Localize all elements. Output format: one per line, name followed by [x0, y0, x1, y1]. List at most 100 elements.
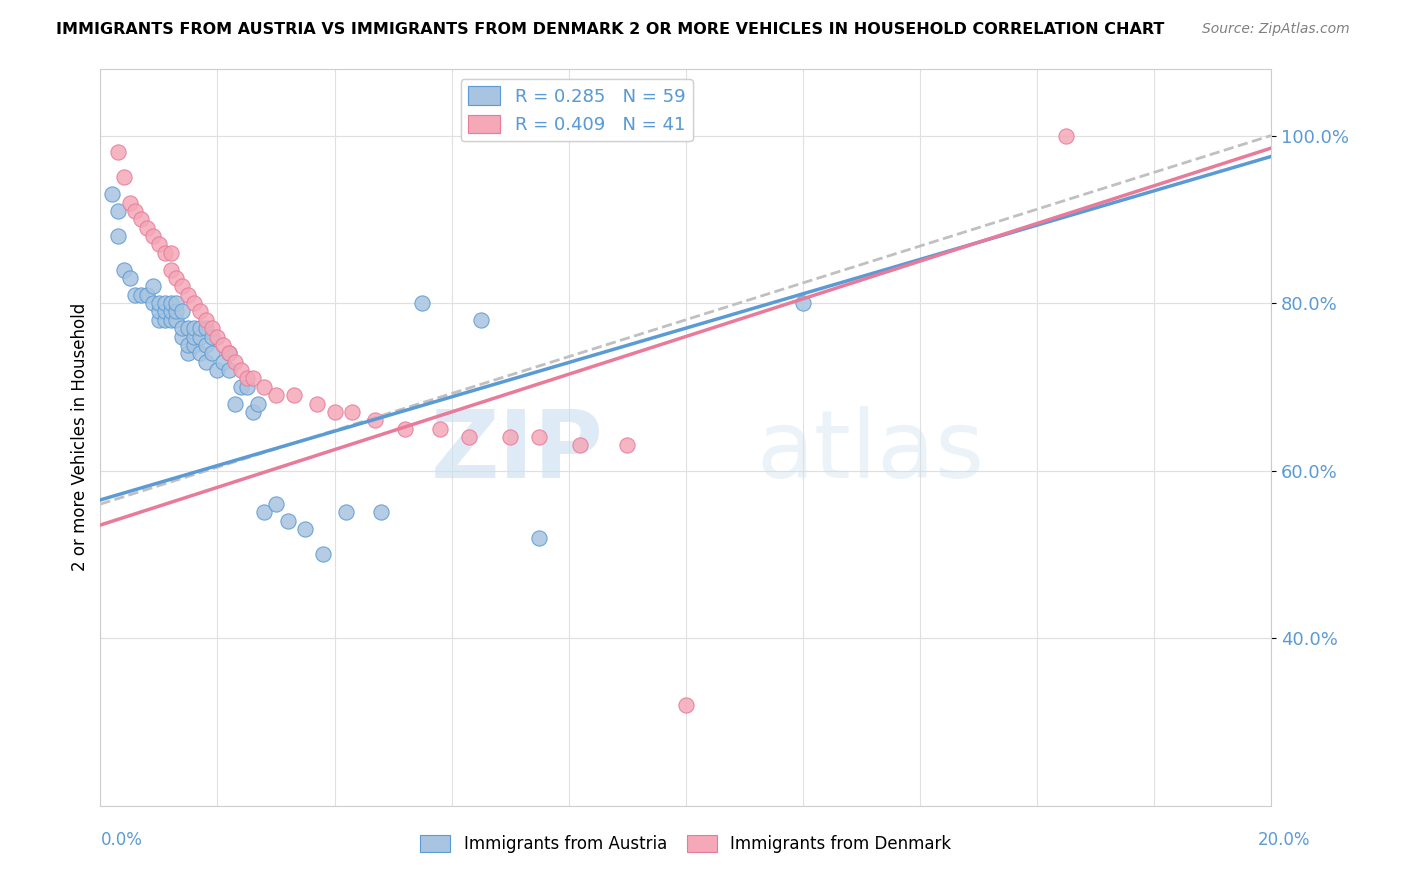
Point	[229, 380, 252, 394]
Point	[188, 329, 211, 343]
Point	[165, 271, 187, 285]
Point	[264, 497, 287, 511]
Point	[429, 422, 451, 436]
Point	[159, 313, 181, 327]
Point	[177, 338, 200, 352]
Point	[235, 371, 257, 385]
Point	[131, 212, 153, 227]
Point	[165, 304, 187, 318]
Point	[529, 531, 551, 545]
Point	[183, 321, 205, 335]
Point	[242, 405, 264, 419]
Text: Source: ZipAtlas.com: Source: ZipAtlas.com	[1202, 22, 1350, 37]
Point	[253, 506, 276, 520]
Point	[294, 522, 316, 536]
Point	[142, 296, 165, 310]
Point	[194, 313, 217, 327]
Point	[247, 396, 270, 410]
Point	[177, 321, 200, 335]
Point	[107, 145, 129, 160]
Point	[107, 229, 129, 244]
Point	[212, 354, 235, 368]
Point	[153, 313, 176, 327]
Point	[194, 338, 217, 352]
Point	[124, 203, 146, 218]
Point	[148, 296, 170, 310]
Point	[153, 296, 176, 310]
Point	[218, 346, 240, 360]
Point	[335, 506, 357, 520]
Point	[112, 170, 135, 185]
Point	[264, 388, 287, 402]
Point	[277, 514, 299, 528]
Point	[499, 430, 522, 444]
Point	[159, 262, 181, 277]
Point	[112, 262, 135, 277]
Point	[142, 279, 165, 293]
Point	[394, 422, 416, 436]
Point	[194, 321, 217, 335]
Point	[177, 287, 200, 301]
Point	[142, 229, 165, 244]
Point	[148, 304, 170, 318]
Point	[101, 187, 124, 202]
Point	[312, 547, 335, 561]
Point	[323, 405, 346, 419]
Point	[207, 363, 229, 377]
Point	[224, 354, 246, 368]
Point	[207, 329, 229, 343]
Point	[569, 438, 592, 452]
Point	[183, 329, 205, 343]
Point	[458, 430, 481, 444]
Point	[165, 313, 187, 327]
Point	[364, 413, 387, 427]
Point	[529, 430, 551, 444]
Point	[188, 321, 211, 335]
Y-axis label: 2 or more Vehicles in Household: 2 or more Vehicles in Household	[72, 303, 89, 571]
Point	[165, 296, 187, 310]
Point	[212, 338, 235, 352]
Point	[792, 296, 814, 310]
Point	[194, 354, 217, 368]
Point	[136, 220, 159, 235]
Point	[283, 388, 305, 402]
Point	[470, 313, 492, 327]
Point	[172, 321, 194, 335]
Point	[242, 371, 264, 385]
Point	[148, 313, 170, 327]
Point	[188, 304, 211, 318]
Point	[172, 329, 194, 343]
Point	[131, 287, 153, 301]
Point	[118, 271, 141, 285]
Point	[172, 304, 194, 318]
Point	[172, 279, 194, 293]
Point	[218, 363, 240, 377]
Point	[370, 506, 392, 520]
Point	[118, 195, 141, 210]
Text: 0.0%: 0.0%	[101, 831, 143, 849]
Point	[253, 380, 276, 394]
Point	[148, 237, 170, 252]
Point	[107, 203, 129, 218]
Point	[411, 296, 433, 310]
Point	[159, 304, 181, 318]
Point	[1054, 128, 1077, 143]
Text: atlas: atlas	[756, 406, 984, 498]
Point	[124, 287, 146, 301]
Point	[200, 321, 222, 335]
Text: 20.0%: 20.0%	[1258, 831, 1310, 849]
Point	[340, 405, 363, 419]
Point	[675, 698, 697, 712]
Point	[188, 346, 211, 360]
Point	[218, 346, 240, 360]
Point	[200, 329, 222, 343]
Point	[136, 287, 159, 301]
Point	[305, 396, 328, 410]
Legend: R = 0.285   N = 59, R = 0.409   N = 41: R = 0.285 N = 59, R = 0.409 N = 41	[461, 79, 693, 141]
Point	[224, 396, 246, 410]
Point	[177, 346, 200, 360]
Point	[153, 304, 176, 318]
Point	[183, 338, 205, 352]
Point	[153, 245, 176, 260]
Point	[616, 438, 638, 452]
